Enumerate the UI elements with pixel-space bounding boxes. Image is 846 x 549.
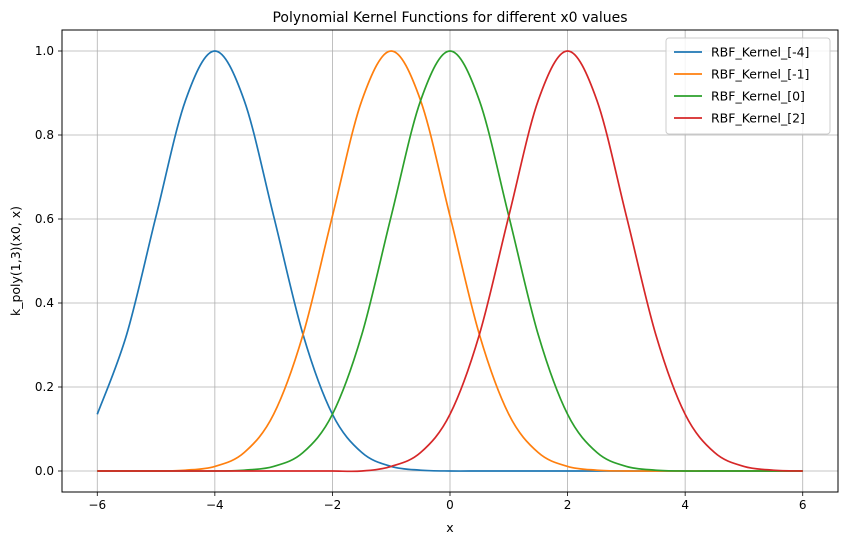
chart-title: Polynomial Kernel Functions for differen… xyxy=(272,10,627,26)
legend-label: RBF_Kernel_[0] xyxy=(711,89,805,104)
series-layer xyxy=(96,50,803,473)
legend-label: RBF_Kernel_[-1] xyxy=(711,67,809,82)
tick-layer: −6 −4 −2 0 2 4 6 0.0 0.2 0.4 0.6 0.8 1.0 xyxy=(35,44,807,512)
y-tick-label: 1.0 xyxy=(35,44,54,58)
x-tick-label: 4 xyxy=(681,498,689,512)
y-tick-label: 0.8 xyxy=(35,128,54,142)
x-tick-label: −6 xyxy=(88,498,106,512)
x-tick-label: 0 xyxy=(446,498,454,512)
x-tick-label: 6 xyxy=(799,498,807,512)
y-axis-label: k_poly(1,3)(x0, x) xyxy=(8,206,23,316)
x-tick-label: −4 xyxy=(206,498,224,512)
legend-label: RBF_Kernel_[2] xyxy=(711,111,805,126)
series-line-3 xyxy=(97,50,803,473)
legend: RBF_Kernel_[-4] RBF_Kernel_[-1] RBF_Kernel… xyxy=(665,37,831,135)
legend-box xyxy=(665,37,831,135)
y-tick-label: 0.0 xyxy=(35,464,54,478)
y-tick-label: 0.6 xyxy=(35,212,54,226)
y-tick-label: 0.2 xyxy=(35,380,54,394)
x-tick-label: 2 xyxy=(564,498,572,512)
y-tick-label: 0.4 xyxy=(35,296,54,310)
legend-label: RBF_Kernel_[-4] xyxy=(711,45,809,60)
x-axis-label: x xyxy=(446,520,453,535)
x-tick-label: −2 xyxy=(324,498,342,512)
